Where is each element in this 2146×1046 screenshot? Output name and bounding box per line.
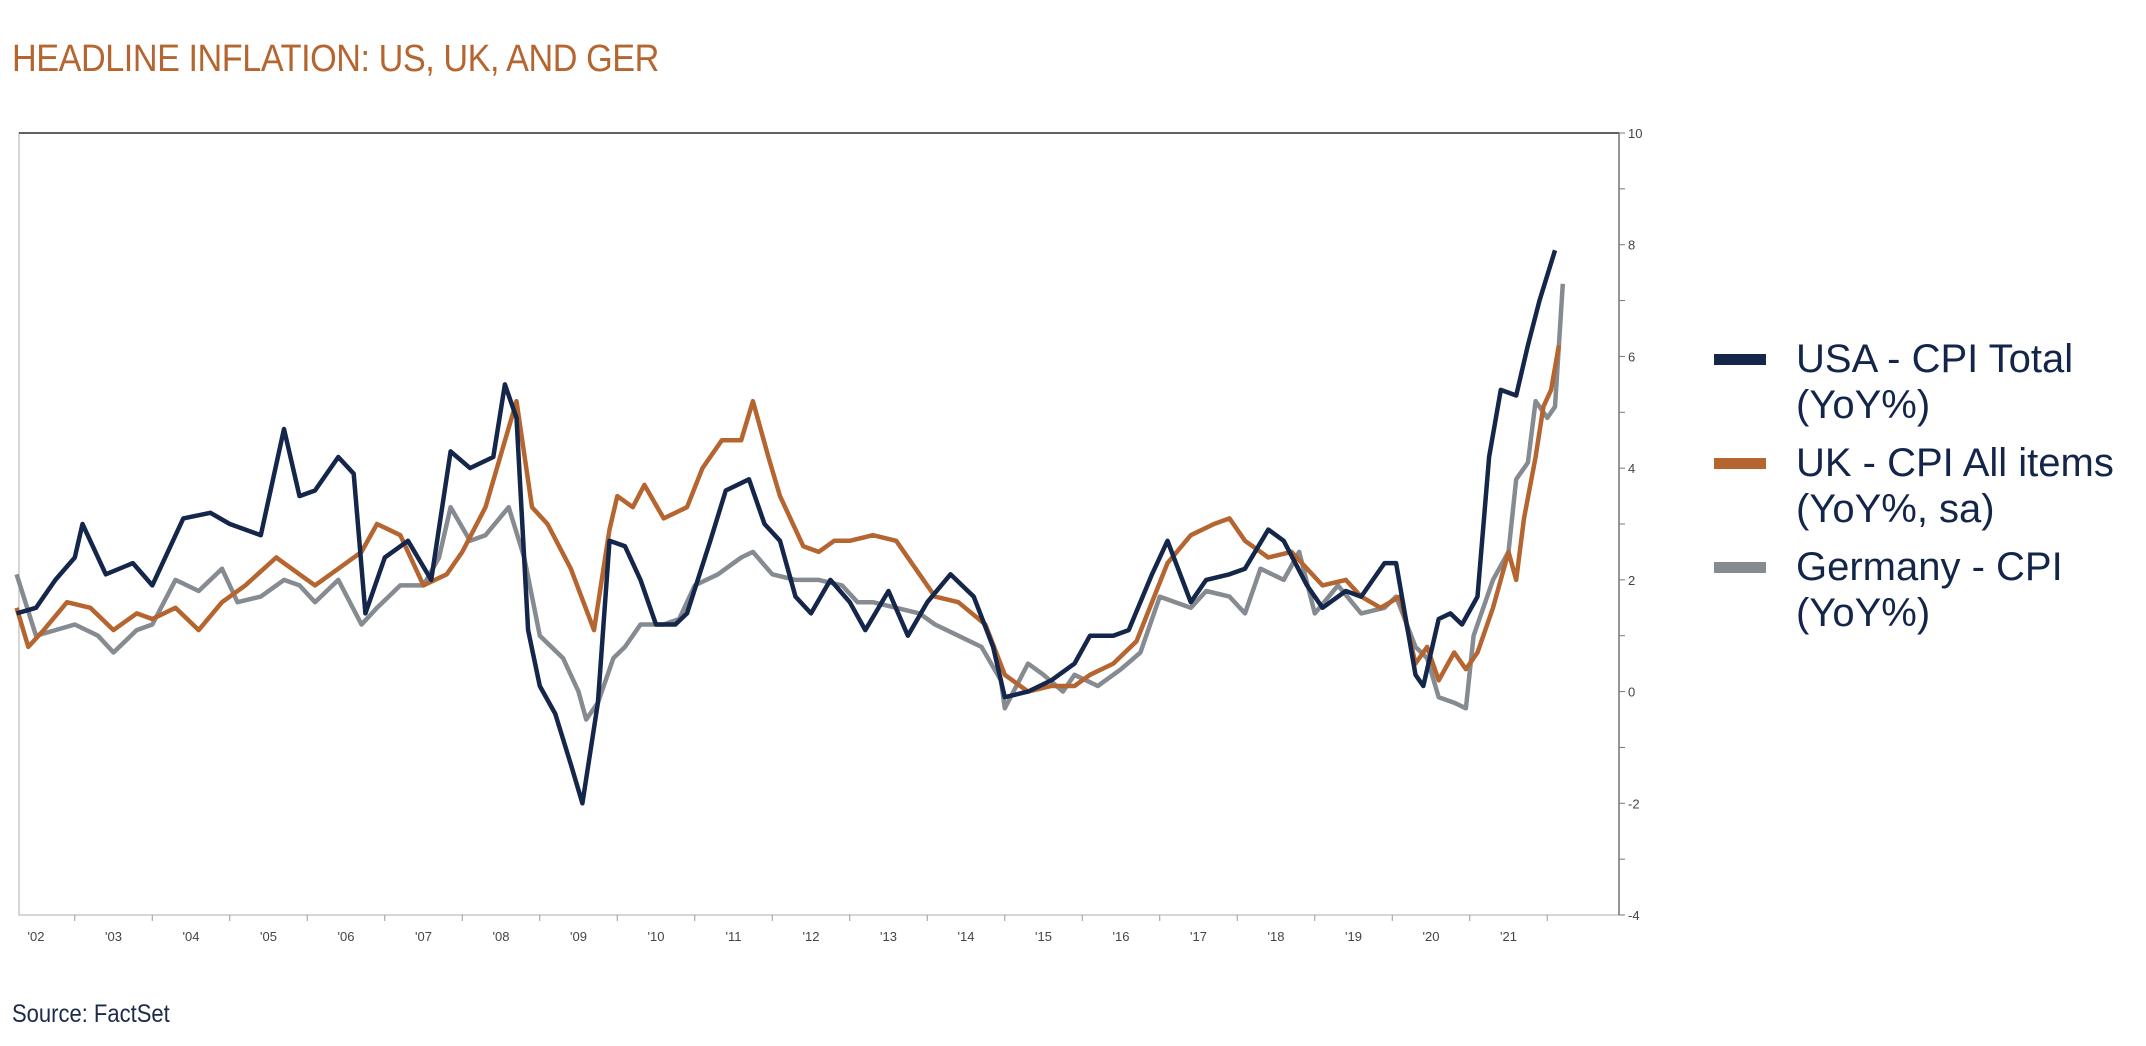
x-tick-label: '19 xyxy=(1345,929,1362,944)
legend-item-uk: UK - CPI All items (YoY%, sa) xyxy=(1714,440,2146,532)
y-tick-label: -4 xyxy=(1628,908,1640,923)
legend-label: UK - CPI All items xyxy=(1796,441,2114,485)
y-tick-label: 2 xyxy=(1628,573,1635,588)
x-tick-label: '10 xyxy=(648,929,665,944)
x-tick-label: '15 xyxy=(1035,929,1052,944)
x-tick-label: '09 xyxy=(570,929,587,944)
x-tick-label: '06 xyxy=(338,929,355,944)
y-axis: 10 8 6 4 2 0 -2 -4 xyxy=(1618,126,1642,923)
legend-swatch-germany xyxy=(1714,562,1766,573)
series-line-usa xyxy=(15,249,1558,806)
x-axis: '02 '03 '04 '05 '06 '07 '08 '09 '10 '11 '12 '13 '14 '… xyxy=(28,915,1548,944)
series-line-uk xyxy=(14,344,1562,694)
legend-swatch-uk xyxy=(1714,458,1766,469)
x-tick-label: '18 xyxy=(1268,929,1285,944)
x-tick-label: '21 xyxy=(1500,929,1517,944)
plot-frame xyxy=(18,132,1620,916)
plot-border xyxy=(18,132,1620,916)
x-tick-label: '07 xyxy=(415,929,432,944)
x-tick-label: '14 xyxy=(958,929,975,944)
y-tick-label: 10 xyxy=(1628,126,1642,141)
y-tick-label: 4 xyxy=(1628,461,1635,476)
x-tick-label: '13 xyxy=(880,929,897,944)
x-tick-label: '11 xyxy=(726,929,742,944)
y-tick-label: 0 xyxy=(1628,685,1635,700)
legend-label: Germany - CPI xyxy=(1796,545,2063,589)
legend-swatch-usa xyxy=(1714,354,1766,365)
legend-label-unit: (YoY%, sa) xyxy=(1796,487,1995,531)
legend: USA - CPI Total (YoY%) UK - CPI All item… xyxy=(1714,336,2146,648)
legend-item-usa: USA - CPI Total (YoY%) xyxy=(1714,336,2146,428)
chart-title: HEADLINE INFLATION: US, UK, AND GER xyxy=(12,38,659,80)
legend-label-unit: (YoY%) xyxy=(1796,383,1931,427)
x-tick-label: '05 xyxy=(260,929,277,944)
x-tick-label: '17 xyxy=(1190,929,1207,944)
series-line-germany xyxy=(14,283,1566,722)
legend-label: USA - CPI Total xyxy=(1796,337,2074,381)
y-tick-label: 8 xyxy=(1628,238,1635,253)
y-tick-label: 6 xyxy=(1628,349,1635,364)
legend-item-germany: Germany - CPI (YoY%) xyxy=(1714,544,2146,636)
x-tick-label: '03 xyxy=(105,929,122,944)
y-tick-label: -2 xyxy=(1628,796,1640,811)
x-tick-label: '12 xyxy=(803,929,820,944)
x-tick-label: '16 xyxy=(1113,929,1130,944)
x-tick-label: '04 xyxy=(183,929,200,944)
x-tick-label: '20 xyxy=(1423,929,1440,944)
x-tick-label: '02 xyxy=(28,929,45,944)
source-note: Source: FactSet xyxy=(12,1000,170,1028)
legend-label-unit: (YoY%) xyxy=(1796,591,1931,635)
series-lines xyxy=(14,249,1566,806)
x-tick-label: '08 xyxy=(493,929,510,944)
